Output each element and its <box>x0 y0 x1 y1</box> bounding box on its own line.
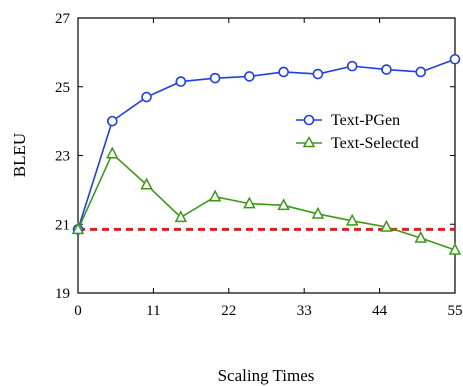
series-layer <box>71 53 462 255</box>
data-point-text-pgen <box>449 53 461 65</box>
data-point-text-selected <box>277 198 290 211</box>
x-axis-label: Scaling Times <box>218 366 315 385</box>
data-point-text-pgen <box>346 60 358 72</box>
legend-marker-text-pgen <box>303 114 315 126</box>
data-point-text-selected <box>380 219 393 232</box>
y-tick-label: 19 <box>55 286 70 302</box>
plot-frame <box>77 17 456 294</box>
data-point-text-selected <box>311 206 325 219</box>
data-point-text-pgen <box>381 64 392 75</box>
y-tick-label: 25 <box>55 80 70 96</box>
data-point-text-pgen <box>312 68 324 80</box>
data-point-text-selected <box>140 177 153 190</box>
data-point-text-pgen <box>209 72 221 84</box>
data-point-text-selected <box>106 146 119 159</box>
x-tick-label: 33 <box>297 303 312 319</box>
x-tick-label: 22 <box>221 303 236 319</box>
data-point-text-pgen <box>106 115 118 127</box>
data-point-text-pgen <box>141 91 152 103</box>
data-point-text-selected <box>414 230 427 243</box>
data-point-text-selected <box>345 213 359 226</box>
data-point-text-selected <box>174 210 188 223</box>
data-point-text-selected <box>71 222 85 235</box>
data-point-text-pgen <box>244 71 255 82</box>
x-tick-label: 11 <box>146 303 160 319</box>
data-point-text-selected <box>243 196 256 209</box>
legend: Text-PGen Text-Selected <box>296 112 419 152</box>
x-tick-label: 0 <box>74 303 82 319</box>
y-tick-label: 23 <box>55 149 70 165</box>
data-point-text-pgen <box>415 66 427 78</box>
series-line-text-pgen <box>77 58 456 230</box>
legend-label-text-pgen: Text-PGen <box>331 112 400 129</box>
data-point-text-selected <box>208 189 222 202</box>
y-axis-label: BLEU <box>10 133 29 177</box>
x-tick-label: 55 <box>448 303 463 319</box>
x-tick-label: 44 <box>372 303 388 319</box>
legend-marker-text-selected <box>302 135 316 148</box>
series-text-selected <box>71 146 462 255</box>
data-point-text-selected <box>448 242 462 255</box>
data-point-text-pgen <box>175 76 187 87</box>
series-line-text-selected <box>77 152 456 251</box>
legend-label-text-selected: Text-Selected <box>331 135 419 152</box>
y-tick-label: 27 <box>55 11 71 27</box>
data-point-text-pgen <box>278 66 289 78</box>
axis-ticks <box>77 17 456 294</box>
y-tick-label: 21 <box>55 217 70 233</box>
axis-tick-labels: 0 11 22 33 44 55 19 21 23 25 27 <box>55 11 463 319</box>
